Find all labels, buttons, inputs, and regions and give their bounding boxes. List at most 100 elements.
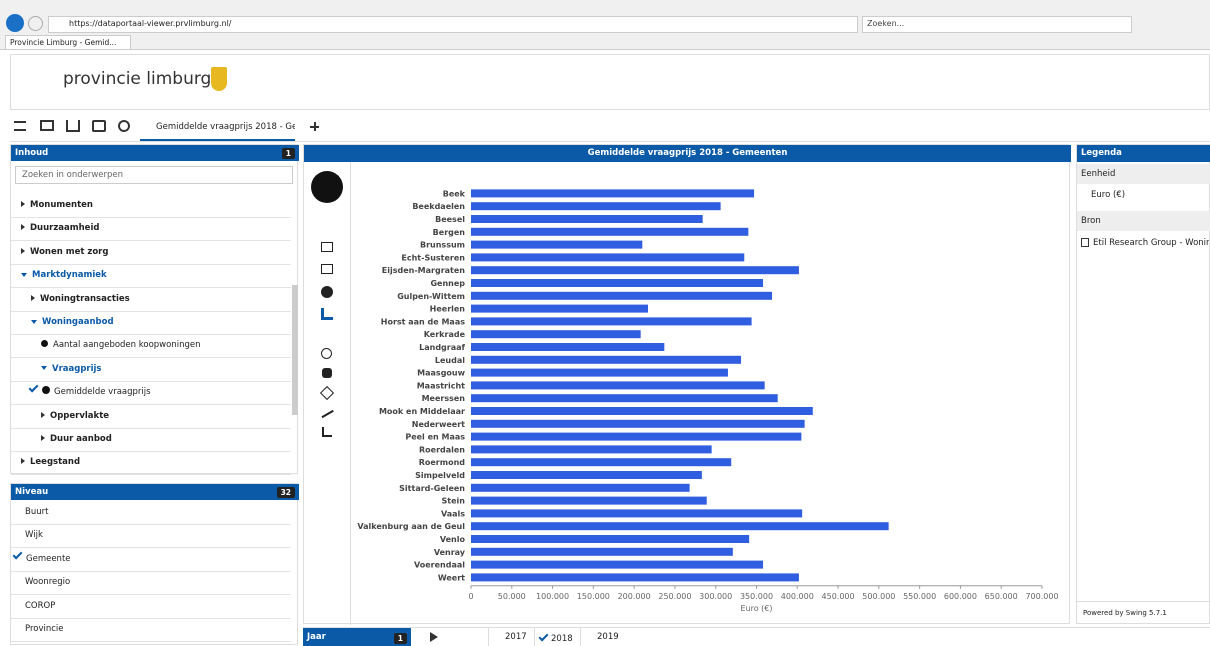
expand-icon [41, 411, 45, 418]
niveau-item[interactable]: Gemeente [11, 548, 291, 572]
search-placeholder: Zoeken in onderwerpen [22, 170, 124, 180]
item-label: Duur aanbod [50, 434, 112, 444]
y-tick-label: Nederweert [412, 420, 465, 429]
x-tick-label: 300.000 [699, 592, 732, 601]
edit-button[interactable] [311, 171, 343, 203]
expand-icon [31, 294, 35, 301]
niveau-item[interactable]: Wijk [11, 524, 291, 549]
back-button[interactable] [6, 14, 24, 32]
expand-icon [31, 319, 37, 324]
niveau-item[interactable]: COROP [11, 595, 291, 619]
bar [471, 304, 649, 313]
y-tick-label: Vaals [441, 509, 465, 518]
content-item[interactable]: Oppervlakte [11, 405, 291, 429]
content-item[interactable]: Gemiddelde vraagprijs [11, 381, 291, 406]
map-icon[interactable] [321, 286, 333, 298]
content-item[interactable]: Woningaanbod [11, 311, 291, 335]
content-item[interactable]: Leegstand [11, 451, 291, 476]
chart-icon[interactable] [321, 308, 333, 320]
item-label: Gemeente [26, 553, 71, 564]
doc-icon [1081, 238, 1089, 247]
y-tick-label: Simpelveld [415, 471, 465, 480]
search-input[interactable]: Zoeken in onderwerpen [15, 166, 293, 184]
x-tick-label: 700.000 [1025, 592, 1058, 601]
bar [471, 419, 805, 428]
browser-tab[interactable]: Provincie Limburg - Gemid... [5, 35, 131, 50]
table-icon[interactable] [321, 264, 333, 274]
y-tick-label: Roermond [419, 458, 466, 467]
item-label: Monumenten [30, 200, 93, 210]
y-tick-label: Maasgouw [417, 369, 465, 378]
search-box[interactable]: Zoeken... [862, 16, 1132, 33]
expand-icon [21, 247, 25, 254]
x-tick-label: 250.000 [658, 592, 691, 601]
item-label: COROP [25, 600, 56, 611]
year-option[interactable]: 2018 [534, 628, 580, 646]
content-item[interactable]: Aantal aangeboden koopwoningen [11, 334, 291, 359]
logo-text: provincie limburg [63, 69, 212, 89]
y-tick-label: Bergen [433, 228, 466, 237]
x-axis-label: Euro (€) [740, 604, 772, 613]
x-tick-label: 550.000 [903, 592, 936, 601]
active-tab[interactable]: Gemiddelde vraagprijs 2018 - Ge [140, 116, 295, 141]
menu-icon[interactable] [14, 121, 26, 131]
x-tick-label: 0 [468, 592, 473, 601]
y-tick-label: Beekdaelen [412, 202, 465, 211]
content-item[interactable]: Duur aanbod [11, 428, 291, 452]
content-item[interactable]: Monumenten [11, 194, 291, 218]
print-icon[interactable] [92, 120, 106, 132]
bar [471, 215, 703, 223]
content-item[interactable]: Wonen met zorg [11, 241, 291, 265]
y-tick-label: Valkenburg aan de Geul [357, 522, 465, 531]
bar [471, 471, 702, 479]
bron-value: Etil Research Group - Woning [1093, 238, 1209, 248]
tab-label: Gemiddelde vraagprijs 2018 - Ge [156, 122, 295, 132]
play-button[interactable] [430, 632, 438, 642]
niveau-item[interactable]: Woonregio [11, 571, 291, 596]
toolbar: Gemiddelde vraagprijs 2018 - Ge [10, 112, 1210, 142]
download-icon[interactable] [66, 120, 80, 132]
niveau-panel: Niveau 32 Buurt Wijk Gemeente Woonregio COROP… [10, 483, 299, 645]
triangle-icon[interactable] [322, 427, 332, 437]
content-item[interactable]: Marktdynamiek [11, 264, 291, 289]
year-list: 2017 2018 2019 [488, 628, 688, 646]
item-label: Leegstand [30, 457, 81, 468]
y-tick-label: Landgraaf [419, 343, 465, 352]
badge: 1 [393, 633, 407, 644]
y-tick-label: Heerlen [430, 305, 466, 314]
share-icon[interactable] [118, 120, 130, 132]
bar [471, 291, 772, 300]
settings-icon[interactable] [322, 368, 332, 378]
item-label: Woningaanbod [42, 317, 114, 327]
expand-icon [21, 224, 25, 231]
y-tick-label: Gennep [430, 279, 465, 288]
niveau-item[interactable]: Buurt [11, 501, 291, 525]
content-list: Monumenten Duurzaamheid Wonen met zorg Mark… [11, 194, 299, 476]
chart-header: Gemiddelde vraagprijs 2018 - Gemeenten [304, 145, 1071, 162]
item-label: Marktdynamiek [32, 270, 107, 281]
style-icon[interactable] [321, 348, 332, 359]
y-tick-label: Peel en Maas [405, 433, 465, 442]
check-icon [28, 382, 39, 393]
item-label: Duurzaamheid [30, 223, 100, 234]
y-tick-label: Weert [438, 573, 465, 582]
year-option[interactable]: 2019 [580, 628, 626, 646]
scrollbar [292, 285, 298, 415]
address-bar[interactable]: https://dataportaal-viewer.prvlimburg.nl… [48, 16, 858, 33]
content-item[interactable]: Duurzaamheid [11, 217, 291, 242]
content-item[interactable]: Vraagprijs [11, 358, 291, 382]
niveau-item[interactable]: Provincie [11, 618, 291, 642]
bar [471, 535, 750, 543]
forward-button[interactable] [28, 16, 43, 31]
open-icon[interactable] [40, 120, 54, 131]
bar [471, 573, 799, 582]
item-label: Wonen met zorg [30, 246, 109, 257]
item-label: Gemiddelde vraagprijs [54, 387, 151, 398]
y-tick-label: Gulpen-Wittem [397, 292, 465, 301]
legend-footer: Powered by Swing 5.7.1 [1077, 601, 1210, 623]
badge: 1 [281, 148, 295, 159]
content-item[interactable]: Woningtransacties [11, 288, 291, 312]
year-option[interactable]: 2017 [488, 628, 534, 646]
jaar-title: Jaar [307, 632, 326, 642]
table-icon[interactable] [321, 242, 333, 252]
